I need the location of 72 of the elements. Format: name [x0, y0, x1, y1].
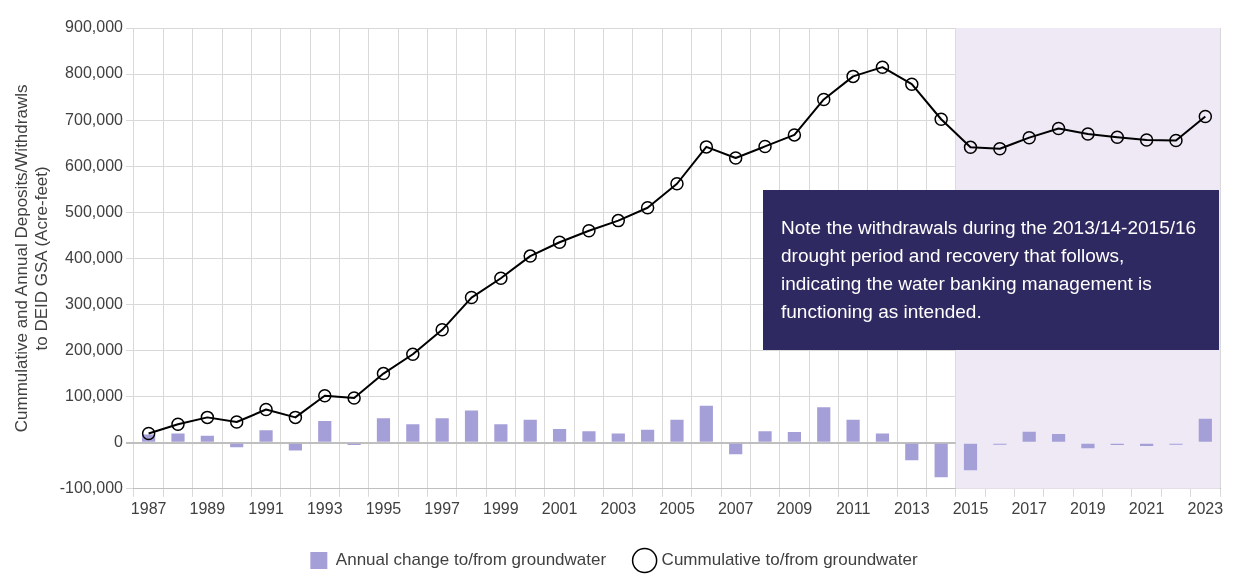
- point: [1022, 130, 1036, 145]
- point: [875, 60, 890, 74]
- x-tick-label: 1995: [365, 499, 402, 517]
- point: [699, 140, 714, 154]
- x-tick-label: 1989: [189, 499, 226, 517]
- point: [1198, 109, 1213, 124]
- point: [435, 323, 449, 337]
- point: [582, 224, 596, 238]
- y-tick-label: 100,000: [65, 387, 124, 405]
- x-tick-label: 1987: [130, 499, 167, 517]
- callout-box: Note the withdrawals during the 2013/14-2015/16 drought period and recovery that follows, indicating the water banking management is functioning as intended.: [763, 190, 1219, 350]
- point: [758, 139, 772, 154]
- x-tick-label: 1993: [306, 499, 343, 517]
- point: [288, 410, 303, 425]
- point: [728, 151, 743, 165]
- point: [523, 249, 537, 263]
- point: [934, 112, 948, 126]
- point: [1081, 127, 1095, 141]
- point: [552, 235, 567, 250]
- point: [141, 426, 156, 441]
- x-tick-label: 2011: [835, 499, 871, 517]
- x-tick-label: 2009: [776, 499, 813, 517]
- legend-label: Cummulative to/from groundwater: [661, 550, 918, 570]
- y-tick-label: 200,000: [65, 340, 124, 358]
- point: [640, 200, 655, 215]
- point: [787, 128, 802, 142]
- y-tick-label: 700,000: [65, 110, 124, 128]
- point: [993, 141, 1007, 156]
- point: [816, 92, 831, 107]
- point: [963, 140, 978, 155]
- x-tick-label: 1991: [248, 499, 284, 517]
- point: [464, 290, 479, 305]
- y-tick-label: 300,000: [65, 294, 124, 312]
- y-tick-label: 600,000: [65, 156, 124, 174]
- x-tick-label: 1999: [483, 499, 519, 517]
- y-tick-label: 500,000: [65, 202, 124, 220]
- point: [494, 271, 508, 285]
- point: [229, 415, 244, 429]
- point: [318, 388, 332, 403]
- point: [259, 402, 273, 417]
- x-tick-label: 2013: [894, 499, 930, 517]
- point: [376, 366, 391, 381]
- y-tick-label: -100,000: [59, 479, 124, 497]
- x-tick-label: 2017: [1011, 499, 1048, 517]
- y-tick-label: 900,000: [65, 18, 124, 36]
- x-tick-label: 2005: [659, 499, 695, 517]
- y-tick-label: 400,000: [65, 248, 124, 266]
- x-tick-label: 2023: [1187, 499, 1224, 517]
- point: [200, 410, 215, 425]
- point: [1169, 133, 1183, 148]
- point: [347, 391, 361, 405]
- point: [611, 213, 626, 228]
- point: [846, 69, 860, 84]
- point: [406, 347, 420, 361]
- point: [905, 77, 919, 91]
- legend-label: Annual change to/from groundwater: [335, 550, 607, 570]
- point: [1051, 121, 1066, 136]
- y-tick-label: 0: [114, 433, 124, 451]
- point: [670, 177, 684, 191]
- y-axis-title: Cummulative and Annual Deposits/Withdrawls to DEID GSA (Acre-feet): [11, 84, 52, 433]
- y-tick-label: 800,000: [65, 64, 124, 82]
- point: [1110, 130, 1125, 144]
- x-tick-label: 2007: [717, 499, 754, 517]
- annotation: Note the withdrawals during the 2013/14-2015/16 drought period and recovery that follows, indicating the water banking management is functioning as intended.: [781, 216, 1198, 324]
- x-tick-label: 2015: [952, 499, 989, 517]
- point: [1139, 133, 1154, 147]
- x-tick-label: 2021: [1128, 499, 1165, 517]
- x-tick-label: 2001: [541, 499, 578, 517]
- x-tick-label: 2019: [1070, 499, 1106, 517]
- x-tick-label: 2003: [600, 499, 637, 517]
- x-tick-label: 1997: [424, 499, 461, 517]
- point: [171, 417, 185, 432]
